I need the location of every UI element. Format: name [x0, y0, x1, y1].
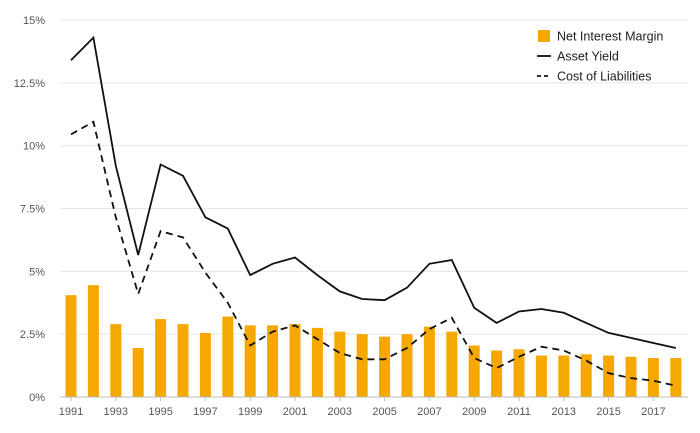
y-tick-label: 2.5%: [20, 329, 45, 341]
line-cost-of-liabilities: [70, 120, 676, 387]
bar-net-interest-margin: [513, 349, 525, 397]
bar-net-interest-margin: [491, 350, 503, 397]
y-tick-label: 12.5%: [14, 78, 45, 90]
x-tick-label: 1995: [148, 406, 172, 418]
bar-net-interest-margin: [155, 319, 167, 397]
x-tick-label: 2005: [372, 406, 396, 418]
y-tick-label: 7.5%: [20, 204, 45, 216]
bar-net-interest-margin: [580, 354, 592, 397]
y-tick-label: 5%: [29, 266, 45, 278]
x-tick-label: 1997: [193, 406, 217, 418]
bar-net-interest-margin: [558, 355, 570, 397]
bar-net-interest-margin: [446, 331, 458, 397]
series-lines: [70, 35, 676, 387]
bar-net-interest-margin: [647, 358, 659, 397]
x-tick-label: 1991: [59, 406, 83, 418]
bar-net-interest-margin: [356, 334, 368, 397]
bars-net-interest-margin: [65, 285, 682, 397]
legend-label: Asset Yield: [557, 50, 619, 64]
bar-net-interest-margin: [603, 355, 615, 397]
x-tick-label: 2003: [328, 406, 352, 418]
bar-net-interest-margin: [535, 355, 547, 397]
x-tick-label: 2009: [462, 406, 486, 418]
bar-net-interest-margin: [379, 336, 391, 397]
bar-net-interest-margin: [110, 324, 122, 397]
x-axis: 1991 1993 1995 1997 1999 2001 2003 2005 2007 2009…: [59, 396, 688, 418]
grid: [60, 19, 688, 335]
bar-net-interest-margin: [222, 316, 234, 397]
bar-net-interest-margin: [289, 324, 301, 397]
x-tick-label: 2011: [507, 406, 531, 418]
bar-net-interest-margin: [401, 334, 413, 397]
bar-net-interest-margin: [423, 326, 435, 397]
x-tick-label: 1999: [238, 406, 262, 418]
bar-net-interest-margin: [199, 332, 211, 397]
y-axis: 0% 2.5% 5% 7.5% 10% 12.5% 15%: [14, 15, 45, 404]
bar-net-interest-margin: [65, 295, 77, 397]
bar-net-interest-margin: [177, 324, 189, 397]
x-tick-label: 2015: [596, 406, 620, 418]
y-tick-label: 10%: [23, 141, 45, 153]
bar-net-interest-margin: [311, 327, 323, 397]
line-asset-yield: [70, 35, 676, 349]
legend-label: Net Interest Margin: [557, 30, 663, 44]
bar-net-interest-margin: [670, 358, 682, 397]
bar-net-interest-margin: [468, 345, 480, 397]
x-tick-label: 2017: [641, 406, 665, 418]
x-tick-label: 2001: [283, 406, 307, 418]
bar-net-interest-margin: [132, 347, 144, 397]
y-tick-label: 0%: [29, 392, 45, 404]
y-tick-label: 15%: [23, 15, 45, 27]
x-tick-label: 2007: [417, 406, 441, 418]
legend-swatch-net-interest-margin: [538, 30, 550, 42]
bar-net-interest-margin: [267, 325, 279, 397]
bar-net-interest-margin: [87, 285, 99, 397]
bar-net-interest-margin: [625, 356, 637, 397]
x-tick-label: 2013: [552, 406, 576, 418]
x-tick-label: 1993: [104, 406, 128, 418]
legend: Net Interest Margin Asset Yield Cost of Li…: [537, 30, 663, 84]
bar-net-interest-margin: [244, 325, 256, 397]
bar-net-interest-margin: [334, 331, 346, 397]
legend-label: Cost of Liabilities: [557, 70, 652, 84]
